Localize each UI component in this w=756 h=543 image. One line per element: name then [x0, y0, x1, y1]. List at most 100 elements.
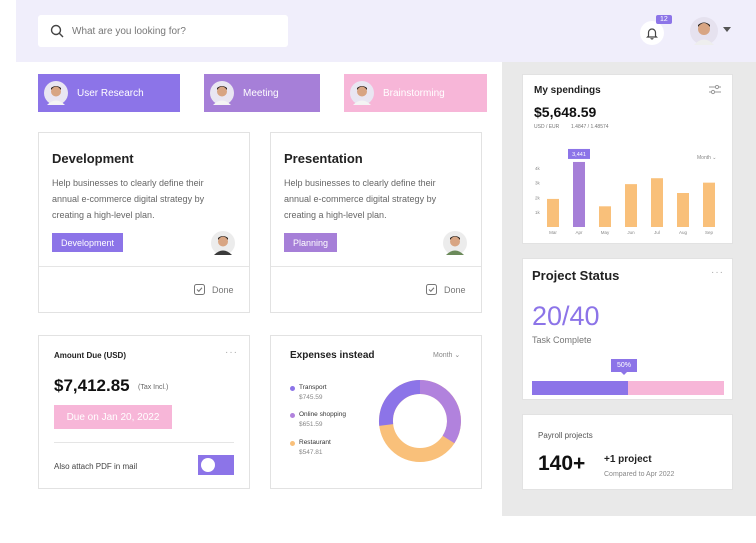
chip-label: Brainstorming: [383, 87, 445, 99]
x-tick-label: Apr: [575, 230, 583, 235]
bar: [599, 206, 611, 227]
spendings-value: $5,648.59: [534, 104, 597, 120]
chip-meeting[interactable]: Meeting: [204, 74, 320, 112]
chip-label: Meeting: [243, 87, 279, 99]
amount-due-title: Amount Due (USD): [54, 351, 126, 360]
done-status[interactable]: Done: [194, 284, 234, 295]
bar: [573, 161, 585, 227]
task-tag[interactable]: Development: [52, 233, 124, 252]
legend-name: Restaurant: [299, 439, 331, 446]
legend-amount: $547.81: [299, 449, 323, 456]
avatar: [211, 231, 235, 255]
notification-badge: 12: [656, 15, 672, 24]
legend-dot: [290, 413, 295, 418]
bar: [651, 178, 663, 227]
x-tick-label: Jul: [654, 230, 660, 235]
divider: [271, 266, 481, 267]
y-tick-label: 2k: [535, 195, 541, 200]
y-tick-label: 4k: [535, 166, 541, 171]
tax-note: (Tax Incl.): [138, 384, 169, 391]
spendings-period-select[interactable]: Month ⌄: [697, 155, 717, 161]
search-icon: [50, 24, 64, 38]
expenses-donut: [378, 379, 461, 462]
chip-user-research[interactable]: User Research: [38, 74, 180, 112]
payroll-change: +1 project: [604, 454, 652, 465]
payroll-card: Payroll projects 140+ +1 project Compare…: [522, 414, 733, 490]
search-box[interactable]: [38, 15, 288, 47]
progress-fill: [532, 381, 628, 395]
bar: [625, 184, 637, 227]
spendings-card: My spendings $5,648.59 USD / EUR 1.4847 …: [522, 74, 733, 244]
toggle-knob: [201, 458, 215, 472]
y-tick-label: 3k: [535, 181, 541, 186]
divider: [39, 266, 249, 267]
bar-tooltip-label: 3,441: [572, 152, 586, 158]
task-title: Development: [52, 151, 134, 166]
task-card-development[interactable]: Development Help businesses to clearly d…: [38, 132, 250, 313]
legend-amount: $745.59: [299, 394, 323, 401]
chip-label: User Research: [77, 87, 144, 99]
expenses-title: Expenses instead: [290, 350, 375, 361]
chevron-down-icon[interactable]: [723, 27, 731, 32]
bar: [677, 193, 689, 227]
done-label: Done: [444, 284, 466, 295]
avatar: [350, 81, 374, 105]
avatar: [44, 81, 68, 105]
x-tick-label: Sep: [705, 230, 714, 235]
legend-name: Online shopping: [299, 411, 346, 418]
due-date-button[interactable]: Due on Jan 20, 2022: [54, 405, 172, 429]
project-status-subtitle: Task Complete: [532, 335, 592, 345]
bar-tooltip: [568, 148, 590, 159]
spendings-title: My spendings: [534, 85, 601, 96]
project-status-title: Project Status: [532, 268, 620, 283]
amount-due-value: $7,412.85: [54, 376, 130, 395]
x-tick-label: Jun: [627, 230, 635, 235]
notifications-button[interactable]: [640, 21, 664, 45]
y-tick-label: 1k: [535, 210, 541, 215]
payroll-value: 140+: [538, 452, 586, 475]
donut-segment-transport: [378, 379, 421, 426]
payroll-comparison: Compared to Apr 2022: [604, 471, 675, 478]
legend-dot: [290, 386, 295, 391]
x-tick-label: May: [601, 230, 610, 235]
period-label: Month: [697, 155, 711, 161]
spendings-bar-chart: 1k 2k 3k 4k Mar Apr 3,441 May Jun Jul Aug Sep: [535, 148, 715, 235]
done-status[interactable]: Done: [426, 284, 466, 295]
project-status-card: Project Status ··· 20/40 Task Complete 5…: [522, 258, 733, 400]
done-label: Done: [212, 284, 234, 295]
period-label: Month: [433, 352, 453, 359]
attach-pdf-toggle[interactable]: [198, 455, 234, 475]
more-icon[interactable]: ···: [711, 267, 724, 278]
task-description: Help businesses to clearly define their …: [52, 178, 205, 220]
search-input[interactable]: [72, 25, 272, 37]
bell-icon: [646, 28, 658, 40]
currency-label: USD / EUR: [534, 124, 560, 130]
filter-icon[interactable]: [709, 85, 721, 95]
checkbox-icon: [194, 284, 205, 295]
chip-brainstorming[interactable]: Brainstorming: [344, 74, 487, 112]
task-description: Help businesses to clearly define their …: [284, 178, 437, 220]
progress-tooltip: 50%: [611, 359, 637, 375]
legend-amount: $651.59: [299, 421, 323, 428]
task-tag[interactable]: Planning: [284, 233, 338, 252]
payroll-title: Payroll projects: [538, 431, 593, 440]
bar: [547, 198, 559, 227]
amount-due-card: Amount Due (USD) ··· $7,412.85 (Tax Incl…: [38, 335, 250, 489]
user-avatar[interactable]: [690, 17, 718, 45]
x-tick-label: Mar: [549, 230, 557, 235]
expenses-card: Expenses instead Month ⌄ Transport $745.…: [270, 335, 482, 489]
task-card-presentation[interactable]: Presentation Help businesses to clearly …: [270, 132, 482, 313]
more-icon[interactable]: ···: [225, 347, 238, 358]
task-title: Presentation: [284, 151, 363, 166]
legend-name: Transport: [299, 384, 327, 391]
exchange-rate: 1.4847 / 1.48574: [571, 124, 609, 130]
project-status-value: 20/40: [532, 301, 600, 331]
attach-pdf-label: Also attach PDF in mail: [54, 462, 138, 471]
legend-dot: [290, 441, 295, 446]
progress-bar: [532, 381, 724, 395]
avatar: [210, 81, 234, 105]
donut-segment-online-shopping: [419, 380, 461, 444]
expenses-period-select[interactable]: Month ⌄: [433, 352, 461, 359]
divider: [54, 442, 234, 443]
x-tick-label: Aug: [679, 230, 688, 235]
